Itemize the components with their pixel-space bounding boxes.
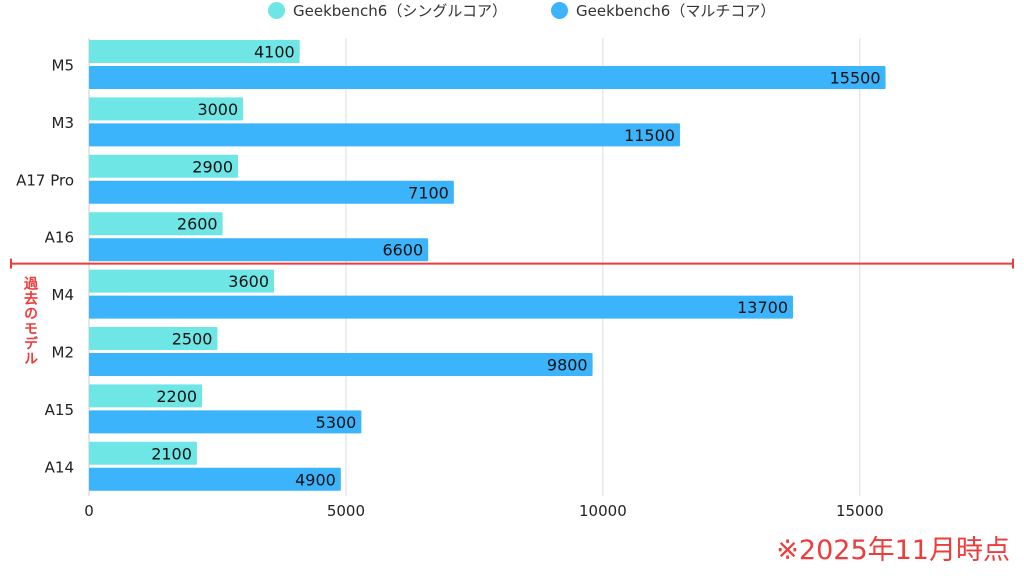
category-label: M4 xyxy=(52,286,75,304)
bar-multi-core xyxy=(89,66,886,89)
legend-item-multi[interactable]: Geekbench6（マルチコア） xyxy=(551,0,775,21)
category-label: A15 xyxy=(45,401,74,419)
as-of-note: ※2025年11月時点 xyxy=(776,535,1010,566)
category-label: A16 xyxy=(45,229,74,247)
bar-multi-core xyxy=(89,123,680,147)
data-label: 5300 xyxy=(316,413,357,432)
bar-single-core xyxy=(89,441,197,465)
x-tick-label: 10000 xyxy=(579,502,627,520)
bar-single-core xyxy=(89,40,300,63)
bar-multi-core xyxy=(89,295,794,319)
category-label: M2 xyxy=(52,344,75,362)
bar-single-core xyxy=(89,154,239,178)
data-label: 3600 xyxy=(228,272,269,291)
data-label: 9800 xyxy=(547,356,588,375)
legend-swatch-multi xyxy=(551,2,568,19)
bar-multi-core xyxy=(89,353,593,376)
legend-swatch-single xyxy=(268,2,285,19)
bar-multi-core xyxy=(89,238,429,262)
bar-single-core xyxy=(89,212,223,236)
legend: Geekbench6（シングルコア） Geekbench6（マルチコア） xyxy=(0,0,1024,22)
data-label: 3000 xyxy=(197,100,238,119)
data-label: 2900 xyxy=(192,157,233,176)
data-label: 2200 xyxy=(156,387,197,406)
bar-multi-core xyxy=(89,467,341,491)
category-label: A17 Pro xyxy=(16,171,74,189)
data-label: 11500 xyxy=(624,126,675,145)
bar-single-core xyxy=(89,327,218,350)
bar-single-core xyxy=(89,97,244,121)
data-label: 15500 xyxy=(830,69,881,88)
data-label: 4900 xyxy=(295,470,336,489)
data-label: 2100 xyxy=(151,444,192,463)
category-label: A14 xyxy=(45,458,74,476)
data-label: 13700 xyxy=(737,298,788,317)
data-label: 4100 xyxy=(254,43,295,62)
data-label: 2600 xyxy=(177,215,218,234)
legend-label-single: Geekbench6（シングルコア） xyxy=(293,2,508,20)
bar-single-core xyxy=(89,384,203,408)
x-tick-label: 15000 xyxy=(836,502,884,520)
bar-single-core xyxy=(89,269,274,293)
data-label: 2500 xyxy=(172,330,213,349)
past-models-label: 過去のモデル xyxy=(22,276,38,366)
bar-multi-core xyxy=(89,410,362,434)
x-tick-label: 5000 xyxy=(327,502,365,520)
bar-multi-core xyxy=(89,180,454,204)
category-label: M3 xyxy=(52,114,75,132)
data-label: 7100 xyxy=(408,183,449,202)
data-label: 6600 xyxy=(382,241,423,260)
category-label: M5 xyxy=(52,57,75,75)
legend-item-single[interactable]: Geekbench6（シングルコア） xyxy=(268,0,507,21)
legend-label-multi: Geekbench6（マルチコア） xyxy=(576,2,776,20)
x-tick-label: 0 xyxy=(84,502,94,520)
